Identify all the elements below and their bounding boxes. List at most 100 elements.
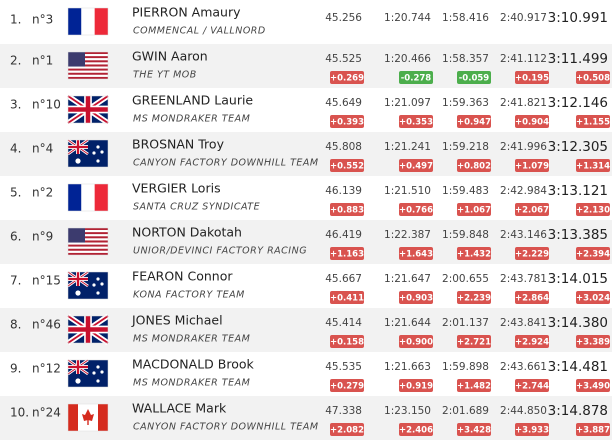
- flag-part: [68, 272, 88, 286]
- diff-value: +2.239: [457, 294, 491, 304]
- flag-part: [68, 252, 108, 255]
- flag-part: [68, 54, 108, 57]
- team-name: COMMENCAL / VALLNORD: [133, 26, 266, 37]
- diff-value: +3.024: [576, 294, 610, 304]
- flag-part: [68, 228, 85, 243]
- flag-star: [96, 277, 100, 281]
- diff-badge: [330, 115, 364, 128]
- diff-value: +0.900: [399, 338, 433, 348]
- diff-badge: [457, 71, 491, 84]
- flag-part: [68, 248, 108, 251]
- diff-badge: [457, 159, 491, 172]
- flag: [66, 93, 110, 126]
- diff-value: +0.269: [330, 74, 364, 84]
- flag-star: [100, 370, 104, 374]
- rank: 5.: [10, 186, 21, 200]
- diff-badge: [515, 335, 549, 348]
- team-name: MS MONDRAKER TEAM: [133, 378, 250, 389]
- flag-part: [68, 232, 108, 235]
- flag-star: [75, 290, 81, 296]
- split-time: 1:21.097: [384, 97, 431, 109]
- split-time: 45.525: [325, 53, 362, 65]
- split-time: 1:23.150: [384, 405, 431, 417]
- diff-value: +0.411: [330, 294, 364, 304]
- flag: [67, 403, 109, 432]
- diff-value: +2.082: [330, 426, 364, 436]
- diff-value: +0.919: [399, 382, 433, 392]
- diff-badge: [515, 379, 549, 392]
- flag-part: [81, 8, 95, 35]
- flag-star: [96, 159, 100, 163]
- split-time: 1:58.416: [442, 12, 489, 24]
- flag-part: [68, 68, 108, 71]
- split-time: 45.535: [325, 361, 362, 373]
- flag: [67, 7, 109, 36]
- split-time: 2:40.917: [500, 12, 547, 24]
- diff-value: +0.947: [457, 118, 491, 128]
- final-time: 3:13.121: [548, 183, 608, 199]
- team-name: MS MONDRAKER TEAM: [133, 334, 250, 345]
- split-time: 1:21.510: [384, 185, 431, 197]
- flag-border: [67, 95, 109, 124]
- diff-value: +0.158: [330, 338, 364, 348]
- diff-badge: [457, 203, 491, 216]
- diff-value: +0.393: [330, 118, 364, 128]
- diff-badge: [399, 115, 433, 128]
- bib: n°1: [32, 54, 53, 68]
- diff-badge: [576, 203, 610, 216]
- flag-part: [68, 96, 108, 123]
- diff-badge: [576, 247, 610, 260]
- diff-badge: [399, 247, 433, 260]
- rank: 10.: [10, 406, 29, 420]
- diff-badge: [515, 247, 549, 260]
- diff-value: +0.883: [330, 206, 364, 216]
- split-time: 1:21.241: [384, 141, 431, 153]
- flag-star: [75, 378, 81, 384]
- flag-part: [94, 8, 108, 35]
- diff-badge: [330, 379, 364, 392]
- diff-badge: [399, 423, 433, 436]
- flag-part: [68, 316, 108, 343]
- flag-border: [67, 51, 109, 80]
- diff-badge: [457, 115, 491, 128]
- diff-value: +0.766: [399, 206, 433, 216]
- split-time: 1:20.744: [384, 12, 431, 24]
- diff-badge: [576, 115, 610, 128]
- flag-part: [68, 230, 108, 233]
- split-time: 47.338: [325, 405, 362, 417]
- diff-badge: [330, 247, 364, 260]
- diff-badge: [330, 335, 364, 348]
- diff-value: +1.432: [457, 250, 491, 260]
- flag-part: [68, 66, 108, 69]
- rank: 4.: [10, 142, 21, 156]
- flag-border: [67, 139, 109, 168]
- bib: n°15: [32, 274, 61, 288]
- flag-part: [68, 404, 78, 431]
- split-time: 2:41.996: [500, 141, 547, 153]
- rank: 1.: [10, 13, 21, 27]
- split-time: 2:44.850: [500, 405, 547, 417]
- diff-badge: [515, 115, 549, 128]
- flag-part: [82, 409, 94, 421]
- split-time: 45.414: [325, 317, 362, 329]
- rider-name: GREENLAND Laurie: [132, 93, 253, 108]
- diff-value: +2.067: [515, 206, 549, 216]
- diff-value: +0.552: [330, 162, 364, 172]
- team-name: MS MONDRAKER TEAM: [133, 114, 250, 125]
- diff-badge: [576, 71, 610, 84]
- flag-star: [96, 291, 100, 295]
- diff-value: +2.229: [515, 250, 549, 260]
- diff-badge: [515, 71, 549, 84]
- diff-badge: [515, 203, 549, 216]
- flag-star: [96, 379, 100, 383]
- diff-value: +0.195: [515, 74, 549, 84]
- diff-value: +2.130: [576, 206, 610, 216]
- flag-part: [68, 64, 108, 67]
- diff-value: +2.394: [576, 250, 610, 260]
- flag-part: [68, 140, 88, 154]
- diff-value: +3.389: [576, 338, 610, 348]
- diff-value: -0.278: [401, 74, 431, 84]
- diff-value: +0.903: [399, 294, 433, 304]
- flag-part: [68, 76, 108, 79]
- final-time: 3:12.146: [548, 95, 608, 111]
